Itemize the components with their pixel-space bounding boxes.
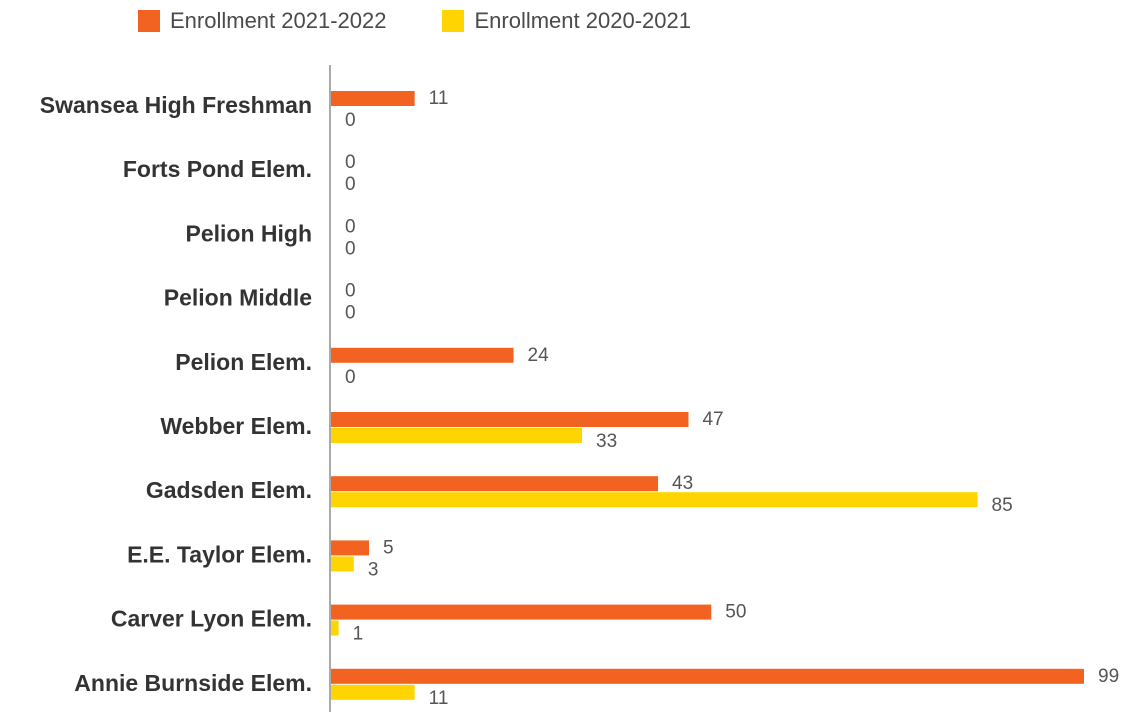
bar-pelion-elem-series-1	[331, 347, 514, 363]
category-label-pelion-high: Pelion High	[186, 220, 313, 246]
legend-item-2020-2021: Enrollment 2020-2021	[442, 8, 691, 34]
legend-label-2020-2021: Enrollment 2020-2021	[474, 8, 691, 33]
category-label-pelion-elem: Pelion Elem.	[175, 349, 312, 375]
bar-e-e-taylor-elem-series-1	[331, 540, 370, 556]
value-label-annie-burnside-elem-series-2: 11	[429, 688, 449, 709]
bar-carver-lyon-elem-series-2	[331, 620, 339, 636]
value-label-forts-pond-elem-series-2: 0	[345, 174, 356, 195]
value-label-pelion-high-series-2: 0	[345, 238, 356, 259]
value-label-e-e-taylor-elem-series-1: 5	[383, 537, 394, 558]
legend-item-2021-2022: Enrollment 2021-2022	[138, 8, 386, 34]
value-label-carver-lyon-elem-series-2: 1	[353, 624, 364, 645]
value-label-pelion-middle-series-1: 0	[345, 281, 356, 302]
category-label-swansea-high-freshman: Swansea High Freshman	[40, 92, 312, 118]
value-label-gadsden-elem-series-1: 43	[672, 473, 693, 494]
bar-annie-burnside-elem-series-1	[331, 668, 1084, 684]
legend-swatch-2021-2022	[138, 10, 160, 32]
category-label-webber-elem: Webber Elem.	[160, 413, 312, 439]
value-label-pelion-high-series-1: 0	[345, 216, 356, 237]
value-label-swansea-high-freshman-series-2: 0	[345, 110, 356, 131]
value-label-annie-burnside-elem-series-1: 99	[1098, 666, 1119, 687]
bar-gadsden-elem-series-1	[331, 476, 659, 492]
value-label-carver-lyon-elem-series-1: 50	[725, 602, 746, 623]
category-label-e-e-taylor-elem: E.E. Taylor Elem.	[127, 541, 312, 567]
category-label-forts-pond-elem: Forts Pond Elem.	[123, 156, 312, 182]
category-label-carver-lyon-elem: Carver Lyon Elem.	[111, 606, 312, 632]
value-label-forts-pond-elem-series-1: 0	[345, 152, 356, 173]
bar-carver-lyon-elem-series-1	[331, 604, 712, 620]
value-label-e-e-taylor-elem-series-2: 3	[368, 559, 379, 580]
legend-label-2021-2022: Enrollment 2021-2022	[170, 8, 387, 33]
value-label-pelion-elem-series-1: 24	[528, 345, 550, 366]
legend: Enrollment 2021-2022 Enrollment 2020-202…	[138, 8, 691, 34]
bar-e-e-taylor-elem-series-2	[331, 556, 354, 572]
value-label-webber-elem-series-1: 47	[702, 409, 723, 430]
bar-annie-burnside-elem-series-2	[331, 684, 415, 700]
category-label-gadsden-elem: Gadsden Elem.	[146, 477, 312, 503]
value-label-pelion-middle-series-2: 0	[345, 303, 356, 324]
value-label-gadsden-elem-series-2: 85	[992, 495, 1013, 516]
legend-swatch-2020-2021	[442, 10, 465, 32]
category-label-pelion-middle: Pelion Middle	[164, 285, 312, 311]
value-label-webber-elem-series-2: 33	[596, 431, 617, 452]
value-label-pelion-elem-series-2: 0	[345, 367, 356, 388]
bar-webber-elem-series-1	[331, 412, 689, 427]
bar-webber-elem-series-2	[331, 428, 582, 443]
bar-swansea-high-freshman-series-1	[331, 91, 415, 106]
value-label-swansea-high-freshman-series-1: 11	[429, 88, 449, 109]
bar-gadsden-elem-series-2	[331, 492, 978, 508]
category-label-annie-burnside-elem: Annie Burnside Elem.	[74, 670, 312, 696]
